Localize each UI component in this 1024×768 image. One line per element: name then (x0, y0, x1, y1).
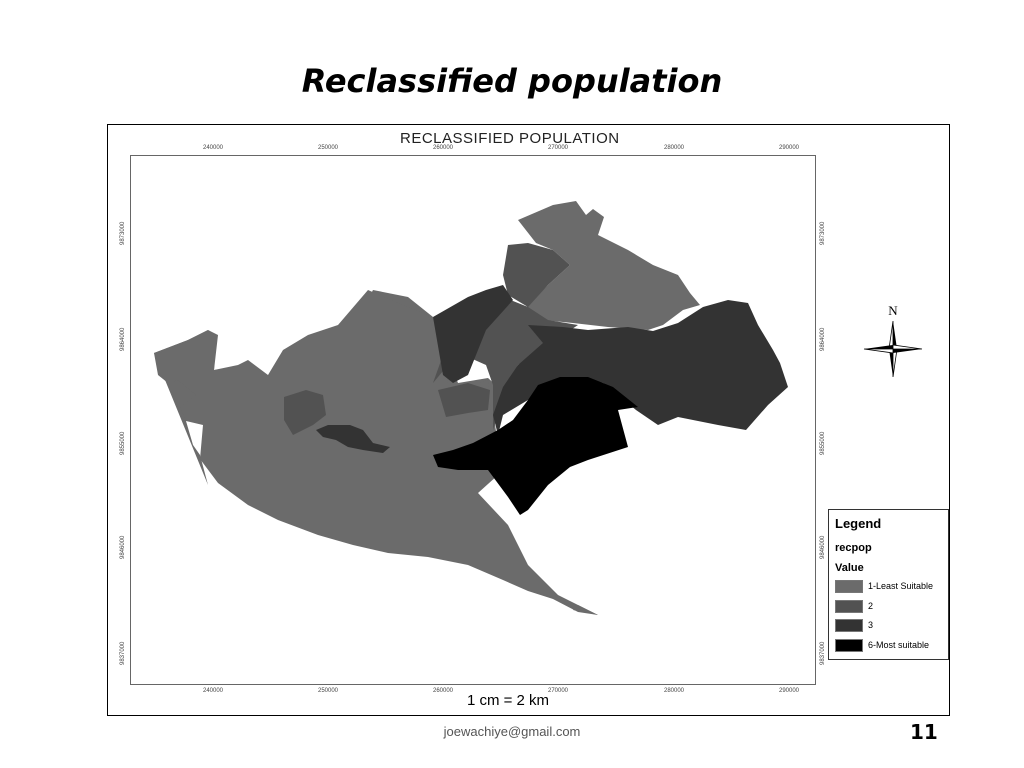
legend-swatch (835, 639, 863, 652)
reclassified-population-map (154, 201, 788, 615)
slide-number: 11 (910, 720, 938, 744)
x-tick-top: 270000 (548, 145, 569, 151)
legend-item: 1-Least Suitable (835, 580, 947, 594)
zone-class-6-most-suitable (433, 377, 638, 515)
x-tick-bottom: 290000 (779, 688, 800, 694)
legend-label: 6-Most suitable (868, 640, 930, 650)
x-tick-bottom: 240000 (203, 688, 224, 694)
zone-class-1-northeast (518, 201, 700, 330)
map-heading: RECLASSIFIED POPULATION (400, 130, 620, 147)
zone-class-3-west (316, 425, 390, 453)
x-tick-bottom: 260000 (433, 688, 454, 694)
x-tick-bottom: 270000 (548, 688, 569, 694)
legend-swatch (835, 619, 863, 632)
legend-item: 2 (835, 600, 947, 614)
legend-label: 1-Least Suitable (868, 581, 934, 591)
footer-email: joewachiye@gmail.com (443, 724, 581, 739)
zone-class-2-mid (438, 383, 490, 417)
legend-swatch (835, 580, 863, 593)
zone-class-1-main (154, 290, 598, 615)
north-label: N (888, 303, 898, 318)
legend-item: 3 (835, 619, 947, 633)
scale-text: 1 cm = 2 km (466, 692, 550, 709)
zone-class-3-north (433, 285, 513, 383)
x-tick-bottom: 250000 (318, 688, 339, 694)
north-arrow: N (858, 301, 928, 381)
zone-class-3-east (493, 300, 788, 435)
legend-value-label: Value (835, 562, 864, 574)
x-tick-top: 240000 (203, 145, 224, 151)
legend-label: 2 (868, 601, 874, 611)
x-tick-top: 260000 (433, 145, 454, 151)
x-tick-bottom: 280000 (664, 688, 685, 694)
map-data-frame (130, 155, 816, 685)
legend-label: 3 (868, 620, 874, 630)
map-layout-frame: RECLASSIFIED POPULATION 240000 250000 26… (107, 124, 950, 716)
x-tick-top: 280000 (664, 145, 685, 151)
compass-rose-icon: N (863, 303, 923, 378)
map-legend: Legend recpop Value 1-Least Suitable 2 3… (828, 509, 949, 660)
legend-swatch (835, 600, 863, 613)
slide-title: Reclassified population (301, 62, 723, 100)
legend-field: recpop (835, 542, 872, 554)
zone-class-2-west (284, 390, 326, 435)
legend-item: 6-Most suitable (835, 639, 947, 653)
legend-title: Legend (835, 516, 882, 531)
x-tick-top: 290000 (779, 145, 800, 151)
zone-class-2-north (503, 243, 570, 307)
x-tick-top: 250000 (318, 145, 339, 151)
